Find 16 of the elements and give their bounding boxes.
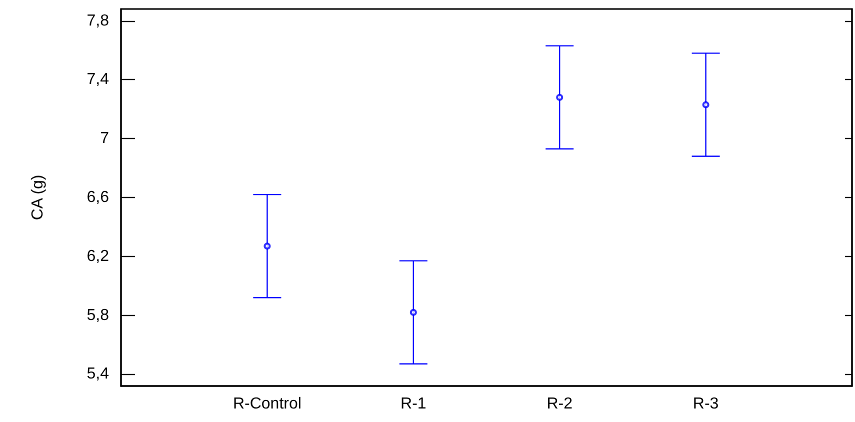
y-tick-label: 5,8 (86, 306, 110, 324)
y-tick-label: 6,6 (86, 189, 110, 206)
x-tick-label: R-3 (692, 396, 719, 412)
y-tick-label: 7 (100, 130, 110, 148)
y-tick-label: 5,4 (86, 366, 110, 383)
y-tick-label: 6,2 (86, 248, 110, 265)
point (556, 94, 564, 101)
x-tick-label: R-Control (232, 396, 302, 412)
x-tick-label: R-2 (546, 396, 573, 412)
point (264, 242, 271, 250)
y-tick-label: 7,4 (86, 71, 110, 88)
x-tick-label: R-1 (400, 396, 426, 412)
y-axis-title: CA (g) (30, 174, 46, 220)
point (410, 308, 417, 316)
y-tick-label: 7,8 (86, 12, 110, 30)
point (702, 101, 710, 108)
